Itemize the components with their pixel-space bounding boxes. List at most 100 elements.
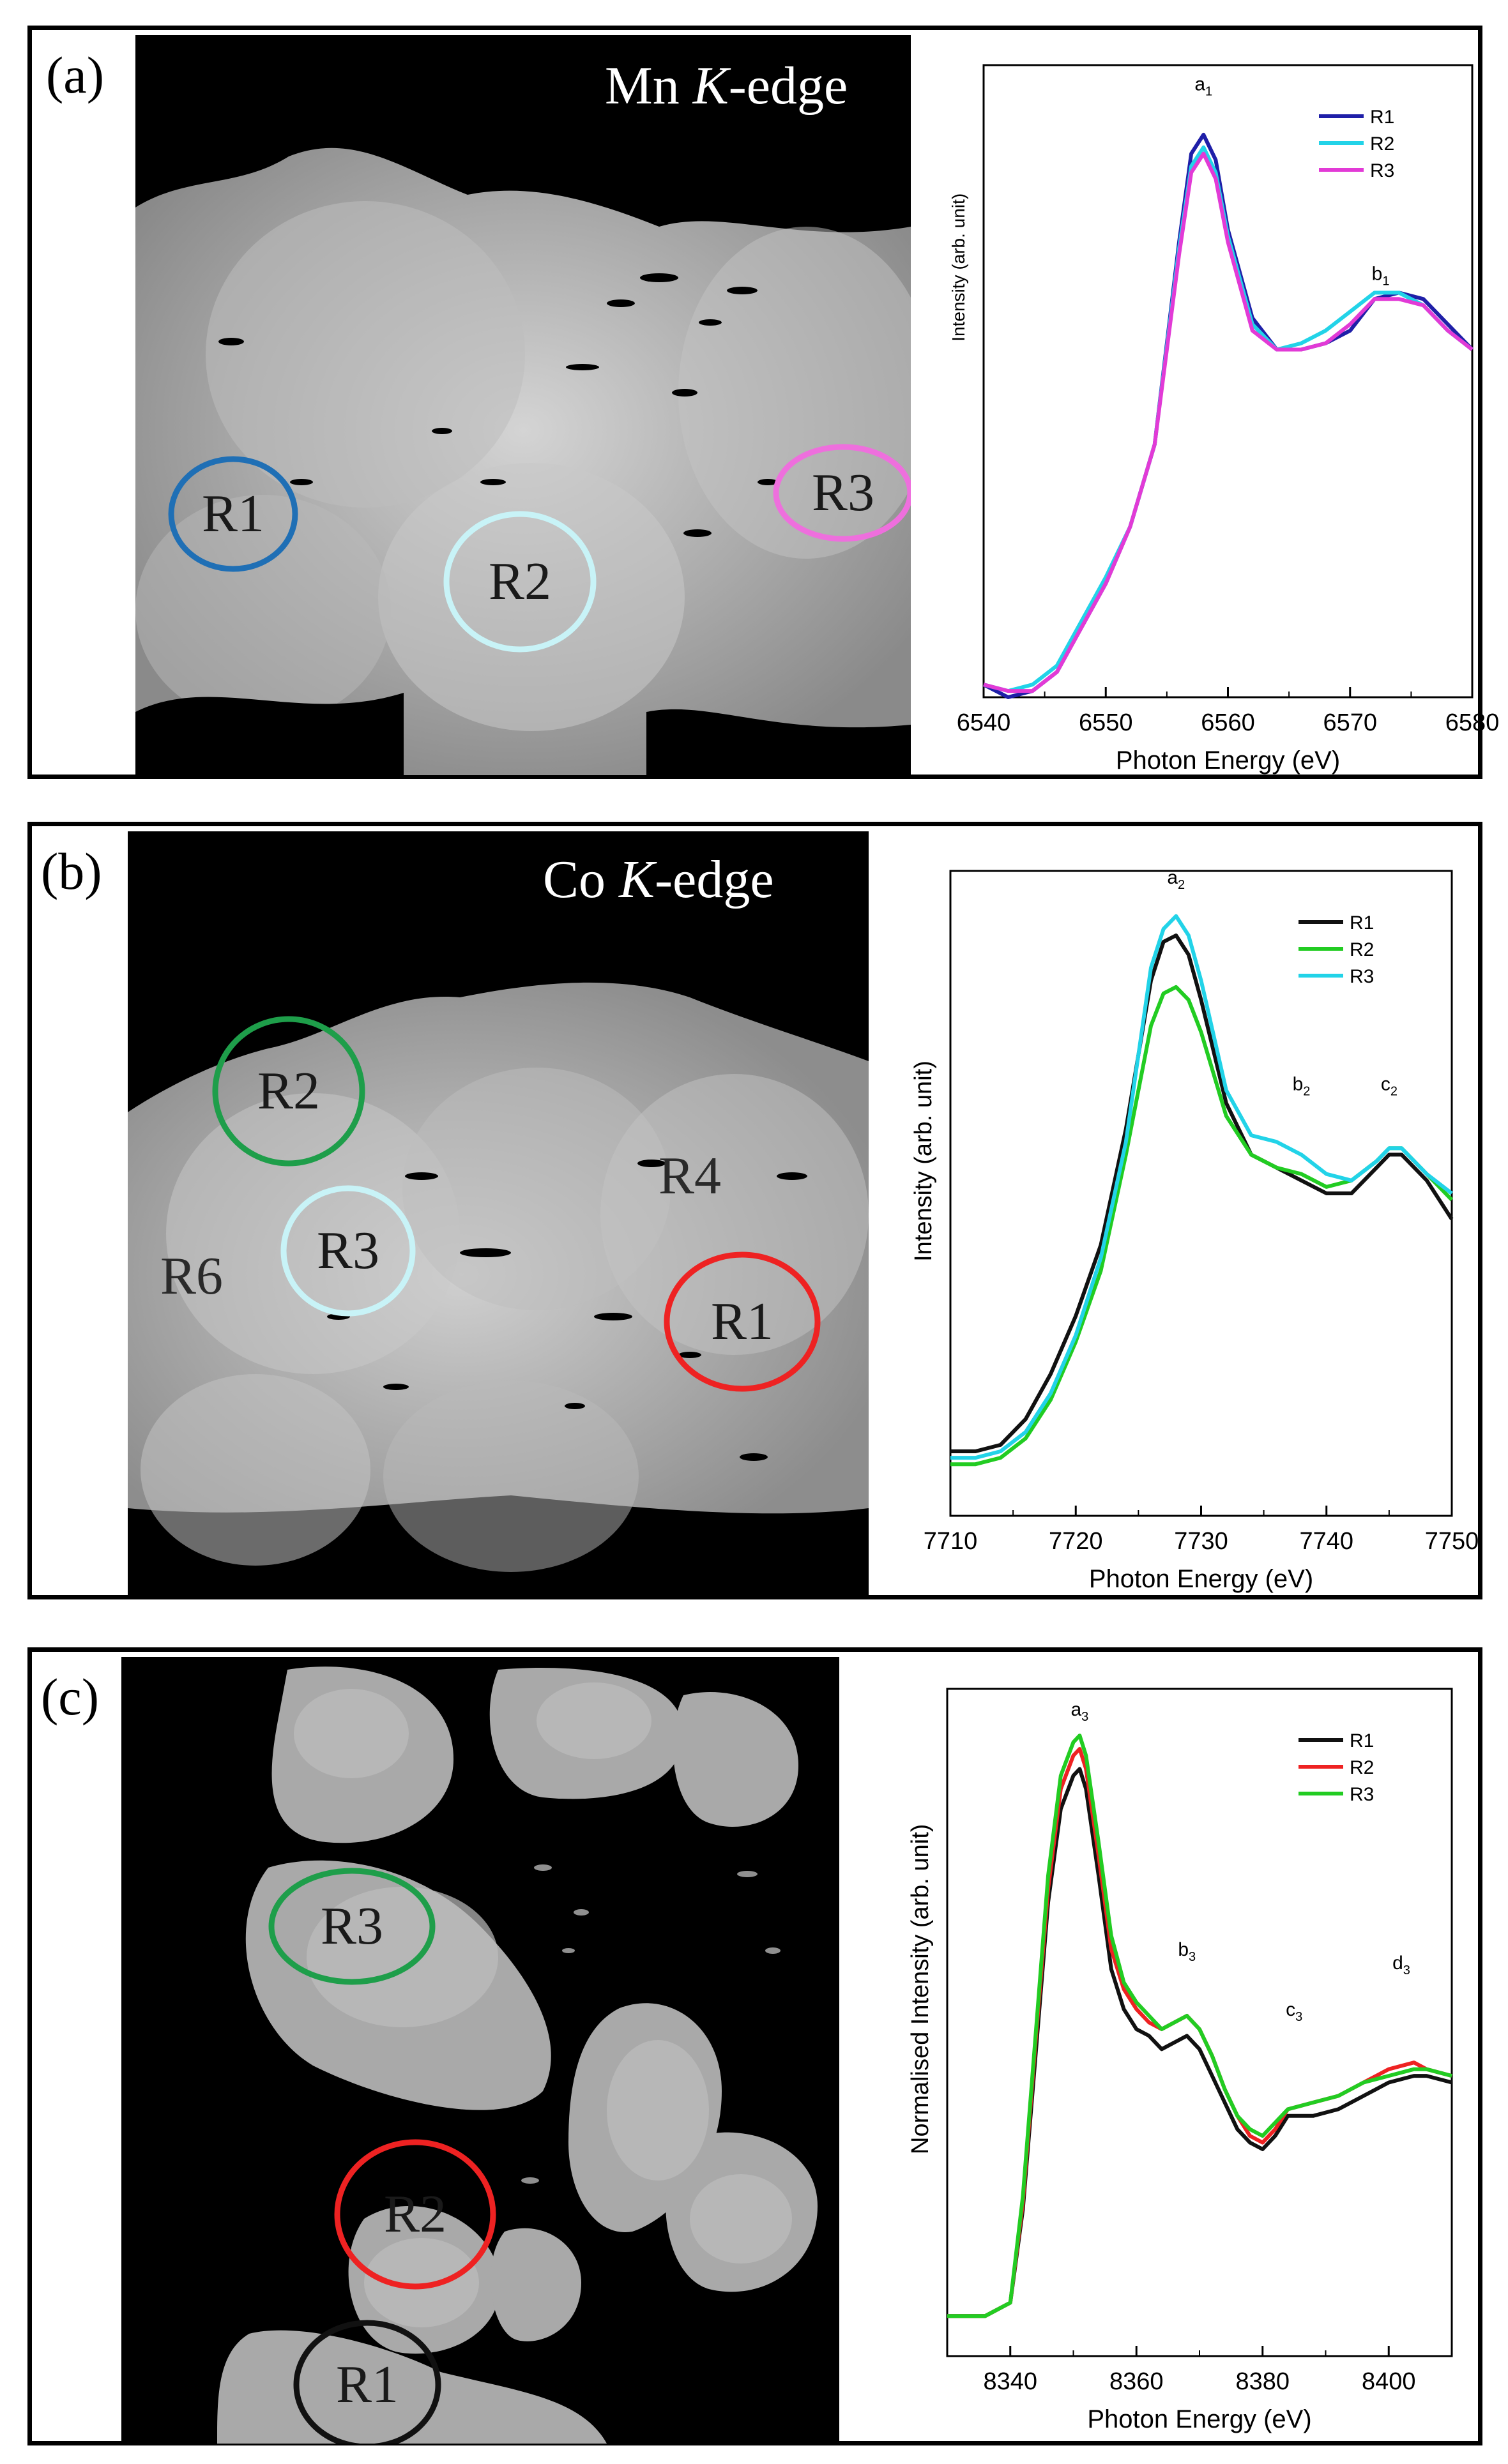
x-tick-label: 6580 xyxy=(1445,709,1500,736)
edge-shell: K xyxy=(619,850,655,909)
peak-subscript: 1 xyxy=(1205,85,1212,99)
panel-letter: (a) xyxy=(46,46,105,104)
peak-subscript: 2 xyxy=(1178,878,1185,892)
chart-mn-xanes: 6540 6550 6560 6570 6580 Photon Energy (eV) In… xyxy=(917,36,1499,777)
edge-suffix: -edge xyxy=(728,56,848,116)
peak-subscript: 1 xyxy=(1382,275,1389,289)
plot-frame xyxy=(982,64,1474,699)
x-tick-label: 6570 xyxy=(1323,709,1377,736)
x-tick-label: 8360 xyxy=(1109,2368,1164,2395)
roi-label-r3: R3 xyxy=(811,463,875,522)
peak-subscript: 3 xyxy=(1295,2010,1302,2024)
micrograph-texture xyxy=(135,147,911,775)
panel-letter: (c) xyxy=(41,1668,100,1726)
edge-element: Co xyxy=(543,850,606,909)
peak-letter: a xyxy=(1194,74,1205,95)
panel-a: (a) xyxy=(27,26,1499,779)
peak-subscript: 3 xyxy=(1189,1950,1196,1964)
peak-annotation: a3 xyxy=(1070,1699,1088,1724)
legend-label: R2 xyxy=(1370,133,1394,155)
peak-annotation: d3 xyxy=(1392,1953,1410,1977)
x-tick-label: 7740 xyxy=(1299,1528,1353,1555)
chart-ni-xanes: 8340 8360 8380 8400 Photon Energy (eV) Normal… xyxy=(853,1658,1479,2444)
micrograph-co: Co K-edge R2 R3 R1 R4 R6 xyxy=(128,831,869,1599)
x-tick-label: 6560 xyxy=(1201,709,1255,736)
peak-annotation: b2 xyxy=(1293,1073,1311,1098)
chart-svg: 7710 7720 7730 7740 7750 Photon Energy (eV) In… xyxy=(910,867,1479,1593)
peak-letter: c xyxy=(1286,1999,1295,2020)
edge-element: Mn xyxy=(605,56,680,116)
peak-letter: b xyxy=(1293,1073,1304,1094)
roi-label-r2: R2 xyxy=(488,552,552,611)
x-tick-label: 7710 xyxy=(924,1528,978,1555)
series-line-r3 xyxy=(947,1734,1452,2318)
legend-label: R1 xyxy=(1350,1730,1374,1751)
panel-b: (b) Co K-edge xyxy=(27,822,1482,1599)
peak-letter: c xyxy=(1381,1073,1390,1094)
roi-label-r2: R2 xyxy=(383,2184,447,2244)
peak-letter: a xyxy=(1167,867,1178,888)
series-line-r1 xyxy=(950,933,1454,1453)
series-line-r1 xyxy=(947,1767,1452,2318)
y-axis-label: Intensity (arb. unit) xyxy=(910,1061,937,1262)
micrograph-mn: Mn K-edge R1 R2 R3 xyxy=(135,35,911,775)
roi-label-r1: R1 xyxy=(710,1292,774,1351)
peak-subscript: 2 xyxy=(1390,1084,1398,1098)
panel-c: (c) xyxy=(27,1647,1482,2445)
series-line-r2 xyxy=(950,985,1454,1467)
peak-subscript: 3 xyxy=(1403,1963,1410,1977)
x-tick-label: 7750 xyxy=(1425,1528,1479,1555)
series-line-r3 xyxy=(950,914,1453,1460)
roi-label-r3: R3 xyxy=(320,1896,384,1956)
peak-annotation: b3 xyxy=(1178,1939,1196,1964)
roi-label-r2: R2 xyxy=(257,1061,321,1121)
chart-svg: 6540 6550 6560 6570 6580 Photon Energy (eV) In… xyxy=(948,64,1499,775)
peak-letter: b xyxy=(1372,264,1383,285)
y-axis-label: Normalised Intensity (arb. unit) xyxy=(907,1824,934,2154)
legend-label: R3 xyxy=(1350,966,1374,987)
y-axis-label: Intensity (arb. unit) xyxy=(948,193,968,342)
x-tick-label: 7730 xyxy=(1174,1528,1228,1555)
series-line-r2 xyxy=(983,145,1474,693)
peak-annotation: a2 xyxy=(1167,867,1185,892)
peak-annotation: b1 xyxy=(1372,264,1390,289)
peak-subscript: 2 xyxy=(1303,1084,1310,1098)
micrograph-ni: R3 R2 R1 xyxy=(121,1657,839,2444)
peak-annotation: a1 xyxy=(1194,74,1212,99)
legend-label: R2 xyxy=(1350,939,1374,960)
chart-svg: 8340 8360 8380 8400 Photon Energy (eV) Normal… xyxy=(907,1688,1453,2433)
x-tick-label: 8340 xyxy=(983,2368,1037,2395)
edge-title: Co K-edge xyxy=(543,853,774,907)
legend-label: R2 xyxy=(1350,1757,1374,1778)
peak-subscript: 3 xyxy=(1081,1710,1088,1724)
panel-letter: (b) xyxy=(41,842,102,900)
x-tick-label: 7720 xyxy=(1049,1528,1103,1555)
peak-letter: b xyxy=(1178,1939,1189,1960)
peak-letter: a xyxy=(1070,1699,1081,1720)
edge-shell: K xyxy=(692,56,729,116)
edge-title: Mn K-edge xyxy=(605,59,848,113)
roi-label-r4: R4 xyxy=(658,1146,722,1206)
x-tick-label: 6550 xyxy=(1079,709,1133,736)
legend-label: R3 xyxy=(1350,1784,1374,1805)
roi-label-r1: R1 xyxy=(335,2355,399,2414)
roi-label-r1: R1 xyxy=(201,484,265,543)
x-tick-label: 6540 xyxy=(957,709,1011,736)
chart-co-xanes: 7710 7720 7730 7740 7750 Photon Energy (eV) In… xyxy=(881,833,1479,1598)
legend-label: R3 xyxy=(1370,160,1394,181)
x-axis-label: Photon Energy (eV) xyxy=(1087,2405,1311,2433)
roi-label-r6: R6 xyxy=(160,1246,224,1306)
legend-label: R1 xyxy=(1370,107,1394,128)
x-axis-label: Photon Energy (eV) xyxy=(1116,746,1340,775)
micrograph-texture xyxy=(217,1667,818,2444)
legend-label: R1 xyxy=(1350,912,1374,933)
peak-annotation: c2 xyxy=(1381,1073,1398,1098)
series-line-r3 xyxy=(983,151,1474,693)
edge-suffix: -edge xyxy=(655,850,774,909)
plot-frame xyxy=(946,1688,1453,2357)
micrograph-texture xyxy=(128,982,869,1572)
x-tick-label: 8380 xyxy=(1235,2368,1290,2395)
peak-letter: d xyxy=(1392,1953,1403,1974)
roi-label-r3: R3 xyxy=(316,1221,380,1280)
x-tick-label: 8400 xyxy=(1362,2368,1416,2395)
